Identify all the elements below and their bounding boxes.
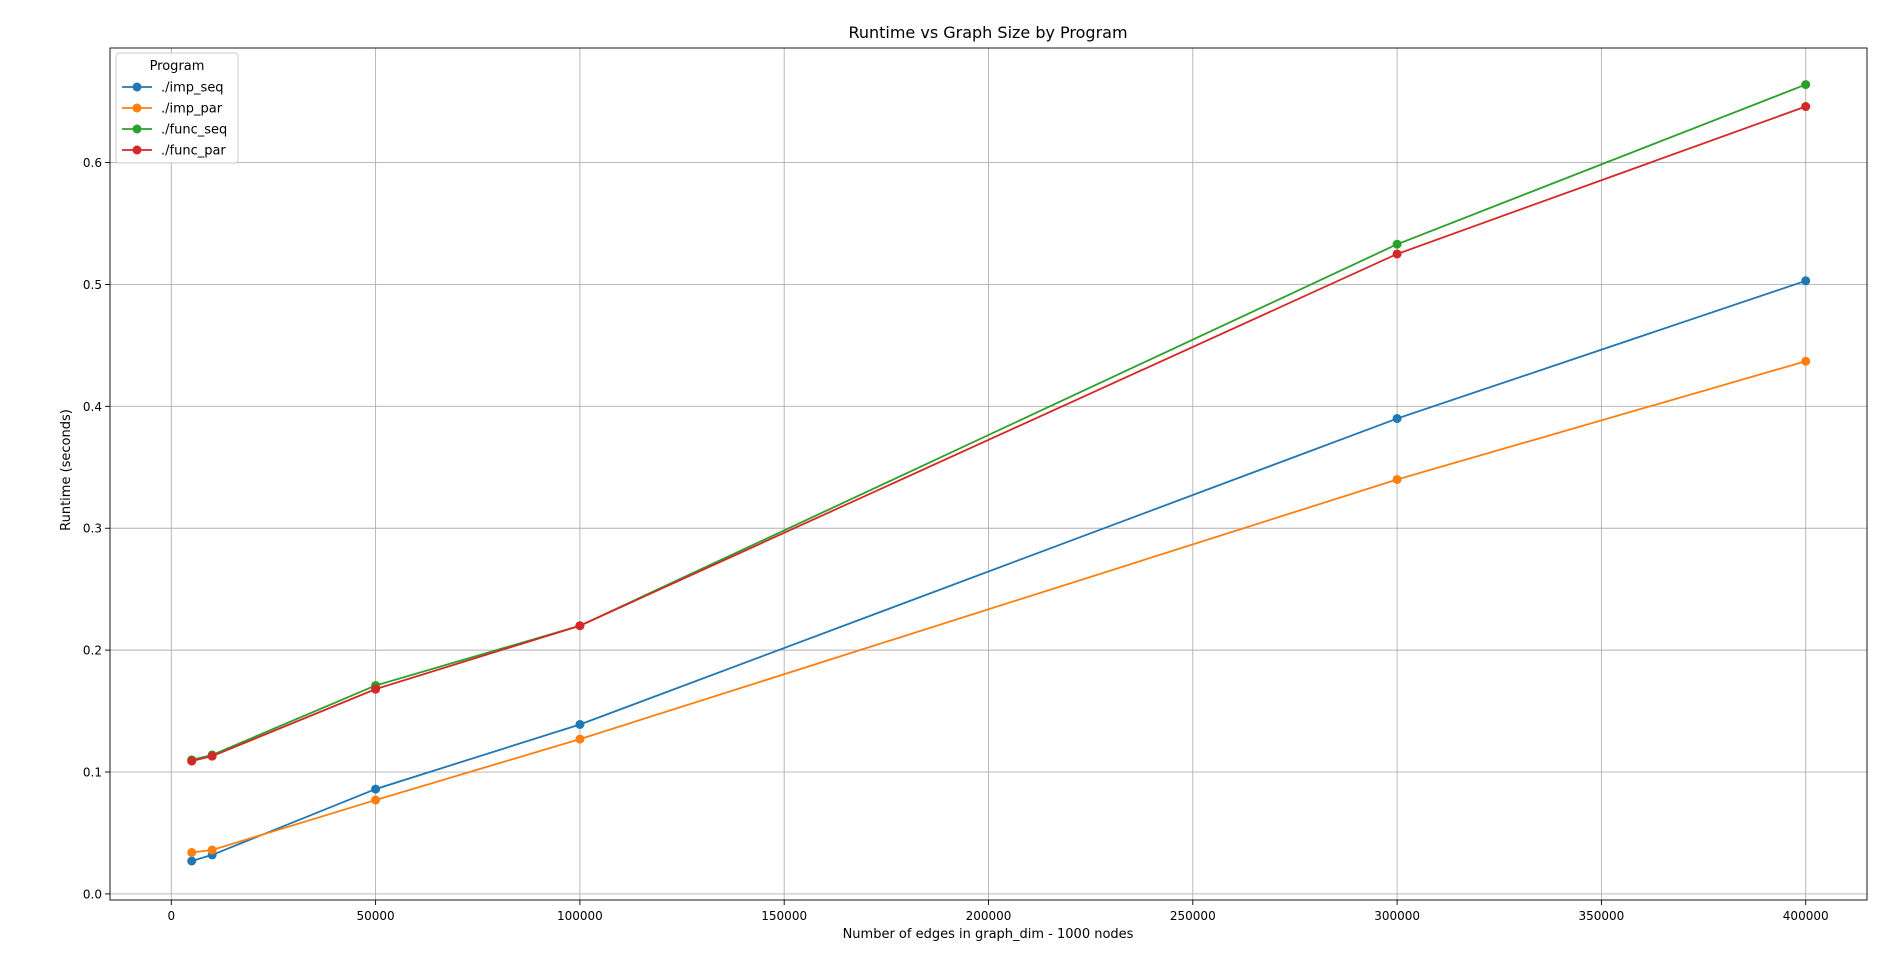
series-layer [187, 80, 1811, 866]
legend-entry: ./imp_seq [122, 81, 224, 96]
x-tick-label: 250000 [1170, 909, 1216, 923]
x-axis-ticks: 0 50000 100000 150000 200000 250000 300000 3500… [167, 900, 1829, 923]
data-point [1801, 356, 1811, 366]
data-point [207, 845, 217, 855]
series-func-par [187, 102, 1811, 766]
legend-marker [132, 103, 142, 113]
data-point [1392, 414, 1402, 424]
data-point [575, 719, 585, 729]
x-tick-label: 100000 [557, 909, 603, 923]
data-point [187, 856, 197, 866]
legend-box [115, 52, 239, 164]
data-point [575, 621, 585, 631]
data-point [187, 756, 197, 766]
x-axis-label: Number of edges in graph_dim - 1000 node… [843, 927, 1134, 942]
x-tick-label: 0 [167, 909, 175, 923]
legend-marker [132, 145, 142, 155]
data-point [575, 734, 585, 744]
x-tick-label: 50000 [356, 909, 394, 923]
y-tick-label: 0.6 [83, 156, 102, 170]
chart-title: Runtime vs Graph Size by Program [848, 23, 1127, 42]
legend-entry: ./func_par [122, 144, 226, 159]
grid-lines [110, 48, 1867, 900]
series-imp-seq [187, 276, 1811, 866]
series-imp-par [187, 356, 1811, 857]
x-tick-label: 400000 [1783, 909, 1829, 923]
data-point [1801, 80, 1811, 90]
legend-marker [132, 124, 142, 134]
y-tick-label: 0.5 [83, 278, 102, 292]
legend-label: ./func_seq [161, 123, 227, 138]
data-point [1392, 249, 1402, 259]
x-tick-label: 300000 [1374, 909, 1420, 923]
y-axis-label: Runtime (seconds) [59, 409, 74, 531]
y-tick-label: 0.0 [83, 887, 102, 901]
legend: Program ./imp_seq ./imp_par ./func_seq ./fu… [115, 52, 239, 164]
legend-entries: ./imp_seq ./imp_par ./func_seq ./func_par [122, 81, 227, 159]
legend-entry: ./imp_par [122, 102, 223, 117]
x-tick-label: 350000 [1579, 909, 1625, 923]
data-point [1801, 102, 1811, 112]
legend-title: Program [150, 59, 205, 74]
data-point [371, 795, 381, 805]
legend-label: ./imp_par [161, 102, 223, 117]
x-tick-label: 200000 [966, 909, 1012, 923]
y-tick-label: 0.3 [83, 522, 102, 536]
x-tick-label: 150000 [761, 909, 807, 923]
data-point [207, 751, 217, 761]
data-point [371, 784, 381, 794]
legend-marker [132, 82, 142, 92]
y-axis-ticks: 0.0 0.1 0.2 0.3 0.4 0.5 0.6 [83, 156, 110, 901]
data-point [187, 847, 197, 857]
y-tick-label: 0.2 [83, 644, 102, 658]
data-point [1392, 239, 1402, 249]
legend-label: ./func_par [161, 144, 226, 159]
y-tick-label: 0.4 [83, 400, 102, 414]
data-point [1392, 474, 1402, 484]
data-point [371, 684, 381, 694]
y-tick-label: 0.1 [83, 766, 102, 780]
data-point [1801, 276, 1811, 286]
legend-label: ./imp_seq [161, 81, 224, 96]
legend-entry: ./func_seq [122, 123, 227, 138]
